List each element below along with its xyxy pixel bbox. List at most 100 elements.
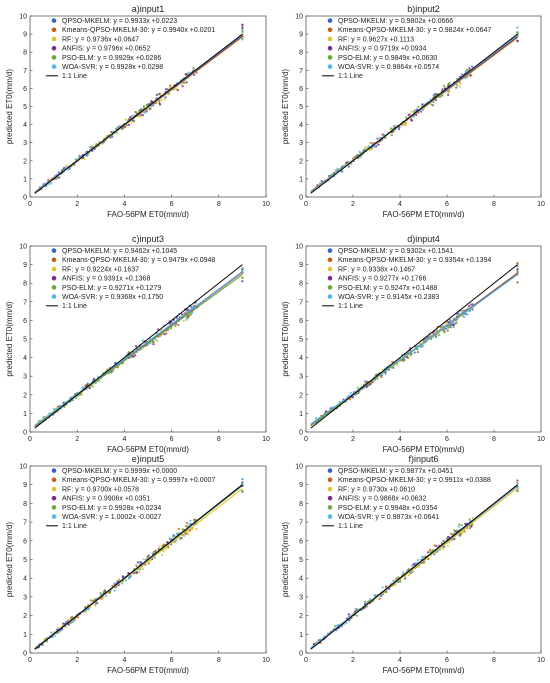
scatter-point <box>174 325 177 328</box>
legend-marker <box>51 285 57 290</box>
scatter-point <box>516 268 519 271</box>
legend-marker <box>51 55 57 60</box>
y-tick-label: 9 <box>299 262 303 269</box>
y-tick-label: 3 <box>299 374 303 381</box>
scatter-point <box>405 116 408 119</box>
scatter-point <box>163 98 166 101</box>
scatter-point <box>417 105 420 108</box>
legend-entry: Kmeans-QPSO-MKELM-30: y = 0.9479x +0.094… <box>62 257 215 264</box>
x-axis-label: FAO-56PM ET0(mm/d) <box>383 210 465 219</box>
x-tick-label: 6 <box>445 436 449 443</box>
scatter-point <box>440 326 443 329</box>
scatter-point <box>187 523 191 526</box>
y-tick-label: 1 <box>299 176 303 183</box>
x-tick-label: 10 <box>262 657 270 664</box>
scatter-point <box>162 550 165 553</box>
legend-entry: 1:1 Line <box>338 303 363 310</box>
scatter-point <box>193 73 196 77</box>
y-tick-label: 1 <box>23 632 27 639</box>
scatter-point <box>116 126 119 129</box>
scatter-point <box>184 72 187 76</box>
scatter-point <box>141 114 144 117</box>
legend-marker <box>327 514 333 519</box>
scatter-point <box>123 126 127 129</box>
legend-entry: Kmeans-QPSO-MKELM-30: y = 0.9824x +0.064… <box>338 27 491 34</box>
scatter-point <box>65 621 68 624</box>
scatter-point <box>134 354 137 357</box>
scatter-point <box>87 608 90 611</box>
one-to-one-line <box>310 264 518 429</box>
y-tick-label: 0 <box>23 430 27 437</box>
chart-panel-1: a)input1 0 2 4 6 8 10 0 1 2 3 4 5 6 7 8 9 10 FAO-56PM ET0(… <box>5 4 270 219</box>
scatter-point <box>429 550 432 554</box>
scatter-point <box>76 616 80 619</box>
scatter-point <box>241 38 244 41</box>
scatter-point <box>468 67 471 70</box>
y-tick-label: 9 <box>299 482 303 489</box>
scatter-point <box>378 597 381 600</box>
scatter-point <box>385 591 388 594</box>
legend-entry: Kmeans-QPSO-MKELM-30: y = 0.9940x +0.020… <box>62 27 215 34</box>
scatter-point <box>420 110 423 113</box>
legend-entry: ANFIS: y = 0.9906x +0.0351 <box>62 496 150 503</box>
scatter-point <box>169 538 172 541</box>
y-tick-label: 3 <box>299 140 303 147</box>
scatter-point <box>111 584 114 588</box>
x-tick-label: 6 <box>445 657 449 664</box>
panel-title: d)input4 <box>407 234 440 244</box>
scatter-point <box>464 530 467 534</box>
scatter-point <box>121 128 124 131</box>
scatter-point <box>403 359 406 362</box>
legend-marker <box>327 27 333 33</box>
y-tick-label: 1 <box>299 411 303 418</box>
scatter-point <box>152 341 155 344</box>
scatter-point <box>149 559 152 563</box>
scatter-point <box>66 619 70 622</box>
scatter-point <box>358 150 361 154</box>
scatter-point <box>149 107 152 110</box>
scatter-point <box>190 312 194 315</box>
scatter-point <box>192 66 195 70</box>
x-axis-label: FAO-56PM ET0(mm/d) <box>383 666 465 675</box>
scatter-point <box>451 323 454 326</box>
y-tick-label: 5 <box>299 557 303 564</box>
scatter-point <box>460 524 463 527</box>
scatter-point <box>369 141 373 144</box>
legend-entry: QPSO-MKELM: y = 0.9302x +0.1541 <box>338 248 453 255</box>
scatter-point <box>88 145 92 148</box>
scatter-point <box>130 121 133 124</box>
scatter-point <box>373 594 376 597</box>
scatter-point <box>49 182 53 185</box>
scatter-point <box>404 575 407 578</box>
scatter-point <box>185 316 188 319</box>
scatter-point <box>113 582 116 585</box>
x-tick-label: 8 <box>492 657 496 664</box>
legend-entry: RF: y = 0.9338x +0.1467 <box>338 266 415 273</box>
scatter-point <box>516 270 519 273</box>
legend-entry: 1:1 Line <box>338 523 363 530</box>
panel-title: b)input2 <box>407 4 440 14</box>
scatter-point <box>431 549 434 552</box>
scatter-point <box>241 489 244 493</box>
scatter-point <box>424 338 427 341</box>
x-tick-label: 10 <box>537 201 545 208</box>
scatter-point <box>144 110 147 113</box>
scatter-point <box>189 519 192 522</box>
y-tick-label: 9 <box>23 262 27 269</box>
scatter-point <box>152 343 155 346</box>
scatter-point <box>113 589 116 592</box>
scatter-point <box>67 623 70 626</box>
y-tick-label: 0 <box>23 651 27 658</box>
scatter-point <box>415 561 418 564</box>
scatter-point <box>452 325 455 329</box>
scatter-point <box>456 529 459 532</box>
y-tick-label: 10 <box>295 244 303 251</box>
legend-marker <box>51 45 57 51</box>
y-axis-label: predicted ET0(mm/d) <box>281 301 290 376</box>
scatter-point <box>141 339 144 342</box>
x-tick-label: 4 <box>398 201 402 208</box>
scatter-point <box>320 180 323 183</box>
scatter-point <box>421 103 424 106</box>
scatter-point <box>363 380 366 383</box>
scatter-point <box>50 631 53 634</box>
